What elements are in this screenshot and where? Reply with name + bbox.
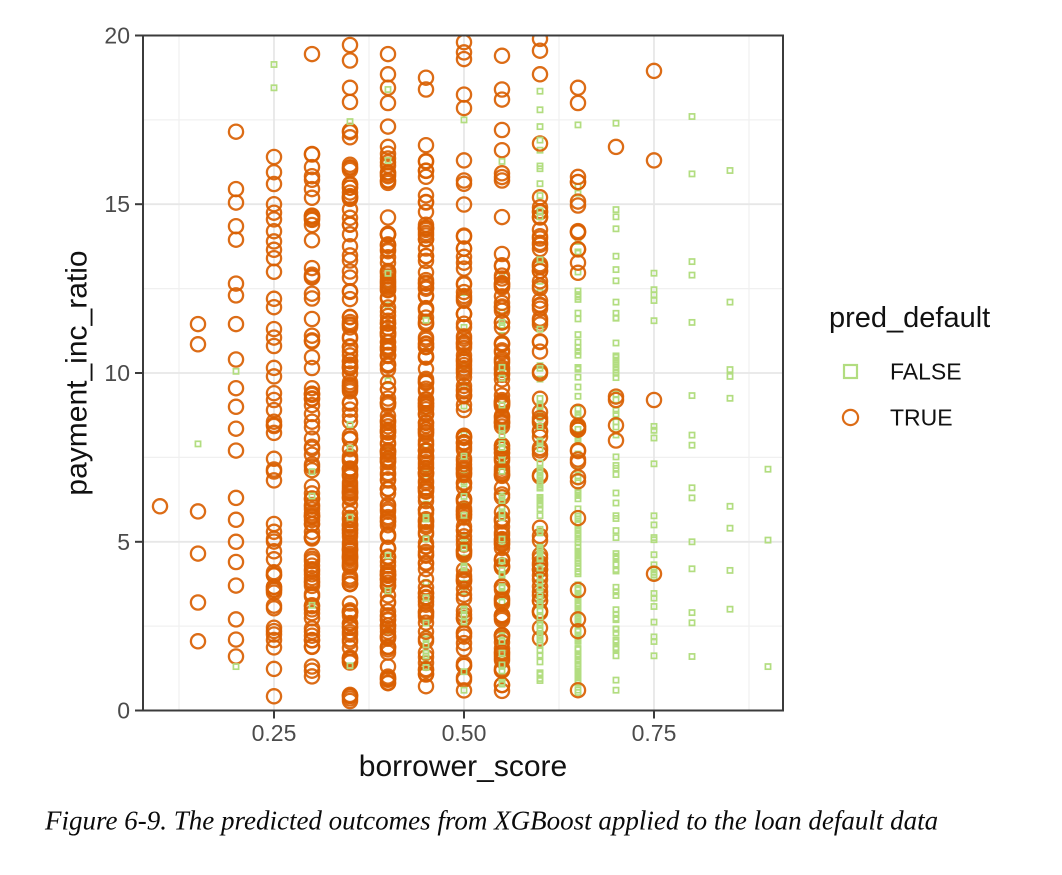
svg-text:10: 10 (104, 360, 130, 386)
svg-text:0.75: 0.75 (632, 720, 677, 746)
svg-text:Figure 6-9. The predicted outc: Figure 6-9. The predicted outcomes from … (44, 806, 938, 836)
svg-text:pred_default: pred_default (829, 302, 990, 334)
svg-text:5: 5 (117, 529, 130, 555)
svg-text:FALSE: FALSE (890, 359, 962, 385)
svg-text:0.25: 0.25 (252, 720, 297, 746)
svg-text:0.50: 0.50 (442, 720, 487, 746)
svg-text:borrower_score: borrower_score (359, 750, 567, 783)
svg-text:20: 20 (104, 23, 130, 49)
svg-text:TRUE: TRUE (890, 405, 953, 431)
svg-text:15: 15 (104, 191, 130, 217)
svg-text:payment_inc_ratio: payment_inc_ratio (61, 250, 94, 495)
svg-text:0: 0 (117, 698, 130, 724)
